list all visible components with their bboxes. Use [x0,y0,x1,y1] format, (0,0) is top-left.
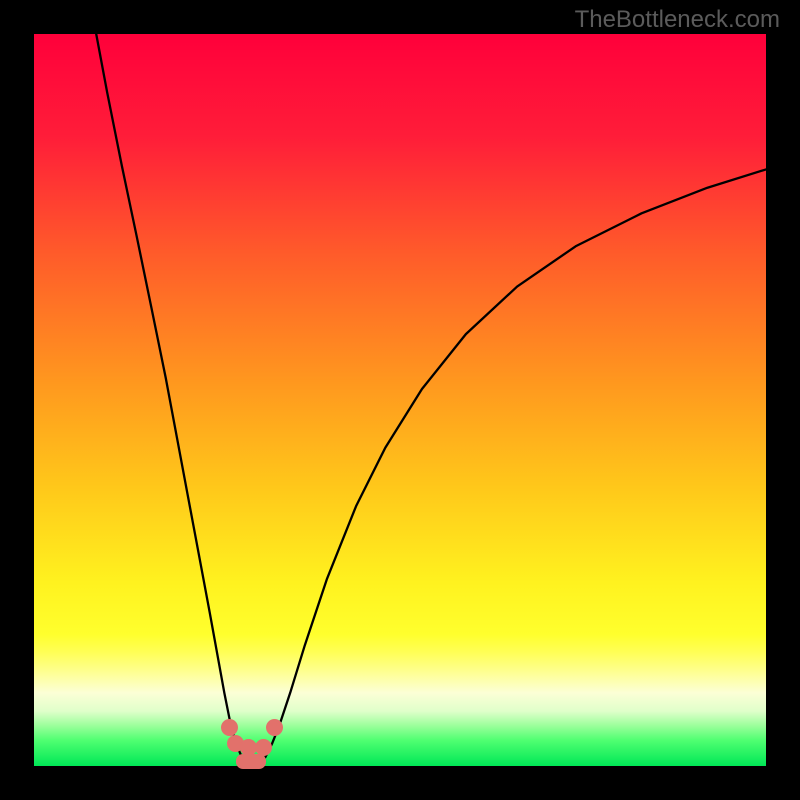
plot-area [34,34,766,766]
marker-point [266,719,283,736]
watermark-text: TheBottleneck.com [575,6,780,34]
marker-capsule [236,754,266,769]
marker-point [221,719,238,736]
markers-layer [34,34,766,766]
